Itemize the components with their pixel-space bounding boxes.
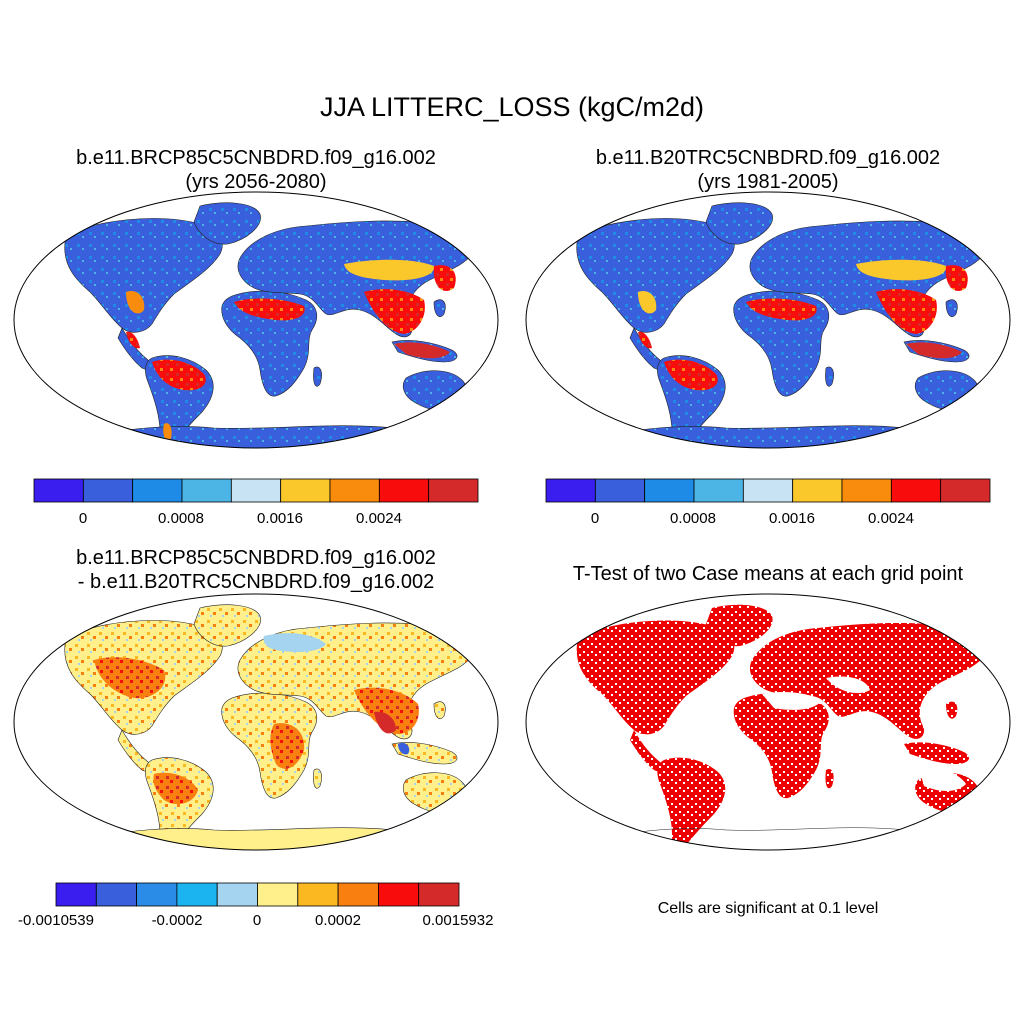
panel-title-line1: b.e11.BRCP85C5CNBDRD.f09_g16.002 — [76, 147, 436, 169]
colorbar-future — [33, 478, 479, 503]
panel-title-line1: T-Test of two Case means at each grid po… — [572, 563, 964, 585]
colorbar-tick-label: 0.0015932 — [422, 912, 494, 929]
colorbar-tick-label: -0.0010539 — [18, 912, 94, 929]
colorbar-swatch — [377, 882, 420, 907]
colorbar-swatch — [95, 882, 138, 907]
colorbar-tick-label: 0 — [78, 510, 88, 527]
main-title: JJA LITTERC_LOSS (kgC/m2d) — [319, 92, 705, 122]
colorbar-swatch — [230, 478, 282, 503]
colorbar-swatch — [418, 882, 460, 907]
panel-title-future: b.e11.BRCP85C5CNBDRD.f09_g16.002 (yrs 20… — [16, 146, 496, 194]
colorbar-swatch — [428, 478, 479, 503]
colorbar-swatch — [216, 882, 258, 907]
colorbar-swatch — [792, 478, 843, 503]
panel-title-line2: (yrs 2056-2080) — [185, 171, 327, 193]
colorbar-swatch — [181, 478, 232, 503]
colorbar-tick-label: 0.0002 — [315, 912, 361, 929]
colorbar-swatch — [378, 478, 430, 503]
colorbar-swatch — [297, 882, 339, 907]
colorbar-swatch — [136, 882, 178, 907]
colorbar-swatch — [329, 478, 380, 503]
map-panel-ttest — [525, 593, 1011, 851]
colorbar-swatch — [594, 478, 646, 503]
non-significant-regions — [762, 676, 966, 791]
colorbar-swatch — [280, 478, 331, 503]
colorbar-tick-label: 0.0024 — [356, 510, 402, 527]
colorbar-historical — [545, 478, 991, 503]
colorbar-tick-label: 0.0008 — [158, 510, 204, 527]
colorbar-tick-label: 0.0008 — [670, 510, 716, 527]
panel-title-historical: b.e11.B20TRC5CNBDRD.f09_g16.002 (yrs 198… — [528, 146, 1008, 194]
map-panel-difference — [13, 593, 499, 851]
colorbar-swatch — [890, 478, 942, 503]
colorbar-swatch — [55, 882, 97, 907]
colorbar-difference — [55, 882, 460, 907]
colorbar-swatch — [82, 478, 134, 503]
colorbar-tick-label: 0 — [252, 912, 262, 929]
colorbar-tick-label: 0.0024 — [868, 510, 914, 527]
panel-title-line1: b.e11.BRCP85C5CNBDRD.f09_g16.002 — [76, 547, 436, 569]
colorbar-swatch — [545, 478, 596, 503]
high-value-regions — [94, 633, 419, 805]
colorbar-swatch — [644, 478, 695, 503]
panel-title-difference: b.e11.BRCP85C5CNBDRD.f09_g16.002 - b.e11… — [16, 546, 496, 594]
high-value-regions — [638, 259, 968, 391]
significance-note: Cells are significant at 0.1 level — [657, 900, 879, 917]
map-panel-future — [13, 191, 499, 449]
colorbar-swatch — [337, 882, 379, 907]
colorbar-swatch — [132, 478, 183, 503]
high-value-regions — [126, 259, 456, 442]
panel-title-line1: b.e11.B20TRC5CNBDRD.f09_g16.002 — [595, 147, 941, 169]
panel-title-line2: (yrs 1981-2005) — [697, 171, 839, 193]
colorbar-tick-label: -0.0002 — [151, 912, 203, 929]
colorbar-swatch — [742, 478, 794, 503]
panel-title-line2: - b.e11.B20TRC5CNBDRD.f09_g16.002 — [77, 571, 435, 593]
map-panel-historical — [525, 191, 1011, 449]
colorbar-swatch — [33, 478, 84, 503]
colorbar-swatch — [693, 478, 744, 503]
colorbar-swatch — [176, 882, 218, 907]
colorbar-tick-label: 0.0016 — [769, 510, 815, 527]
colorbar-tick-label: 0 — [590, 510, 600, 527]
colorbar-swatch — [257, 882, 299, 907]
colorbar-tick-label: 0.0016 — [257, 510, 303, 527]
colorbar-swatch — [940, 478, 991, 503]
panel-title-ttest: T-Test of two Case means at each grid po… — [528, 562, 1008, 586]
colorbar-swatch — [841, 478, 892, 503]
